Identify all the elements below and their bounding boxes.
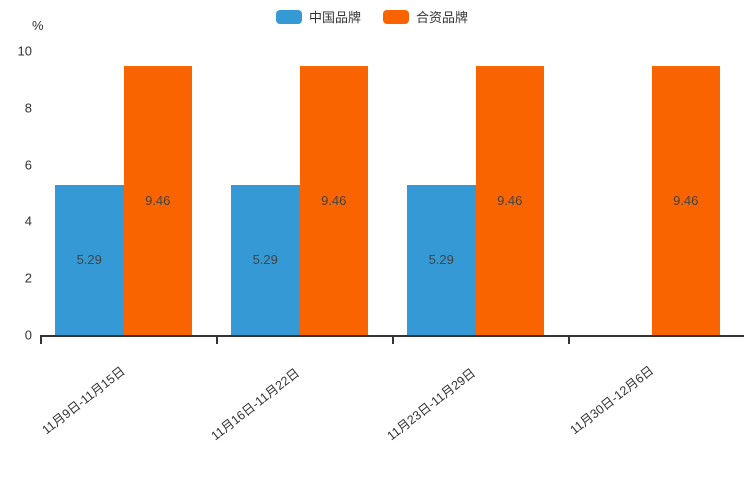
bar-value-label: 9.46 (673, 192, 699, 208)
bar[interactable]: 5.29 (55, 184, 124, 335)
x-axis-category-label: 11月30日-12月6日 (567, 363, 657, 438)
bar-value-label: 5.29 (76, 251, 102, 267)
legend-item-joint-venture-brand[interactable]: 合资品牌 (383, 10, 468, 24)
legend-label-china-brand: 中国品牌 (308, 9, 361, 25)
bar[interactable]: 9.46 (123, 66, 192, 335)
y-axis-tick-label: 8 (24, 100, 32, 116)
bar[interactable]: 5.29 (231, 184, 300, 335)
x-axis-category-label: 11月16日-11月22日 (208, 365, 302, 444)
y-axis-unit-label: % (32, 18, 44, 33)
legend-swatch-icon-joint-venture-brand (383, 10, 409, 24)
y-axis-tick-label: 2 (24, 270, 32, 286)
y-axis-tick-label: 10 (17, 43, 32, 59)
plot-area: 0 2 4 6 8 10 5.29 9.46 5.29 9.46 5.29 9.46 9.46 (18, 44, 744, 343)
legend-swatch-icon-china-brand (275, 10, 302, 24)
x-axis-tick (568, 335, 570, 344)
bar[interactable]: 9.46 (475, 66, 544, 335)
bar[interactable]: 9.46 (651, 66, 720, 335)
bar[interactable]: 5.29 (407, 184, 476, 335)
y-axis-tick-label: 6 (24, 157, 32, 173)
x-axis-tick (392, 335, 394, 344)
x-axis-tick (40, 335, 42, 344)
bar[interactable]: 9.46 (299, 66, 368, 335)
bar-value-label: 9.46 (321, 192, 347, 208)
x-axis-category-label: 11月9日-11月15日 (39, 363, 128, 438)
x-axis-category-label: 11月23日-11月29日 (384, 365, 478, 444)
bar-value-label: 9.46 (497, 192, 523, 208)
x-axis-tick (216, 335, 218, 344)
bar-value-label: 9.46 (145, 192, 171, 208)
y-axis-tick-label: 4 (24, 213, 32, 229)
legend-item-china-brand[interactable]: 中国品牌 (275, 9, 361, 25)
bar-value-label: 5.29 (252, 251, 278, 267)
legend-label-joint-venture-brand: 合资品牌 (416, 9, 469, 25)
chart-legend: 中国品牌 合资品牌 (0, 10, 744, 24)
y-axis-tick-label: 0 (24, 327, 32, 343)
bar-value-label: 5.29 (428, 251, 454, 267)
